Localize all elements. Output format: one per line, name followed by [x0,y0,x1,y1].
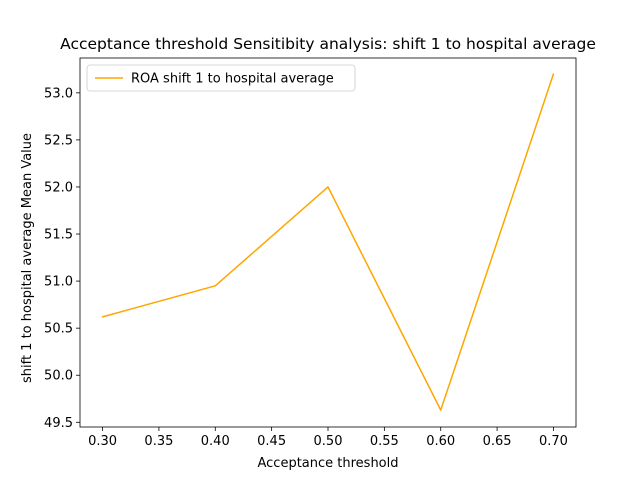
axes-frame [79,57,577,428]
legend-box [86,64,356,92]
y-tick-label: 53.0 [44,86,73,101]
y-tick-label: 52.5 [44,133,73,148]
data-point [439,409,442,411]
legend-label: ROA shift 1 to hospital average [131,72,334,87]
data-point [214,285,217,287]
y-tick-label: 51.5 [44,228,73,243]
y-tick-label: 51.0 [44,275,73,290]
x-tick-label: 0.30 [88,434,117,449]
data-point [327,186,329,188]
y-tick-label: 52.0 [44,180,73,195]
data-point [552,73,555,75]
y-tick-label: 50.5 [44,322,73,337]
chart-title: Acceptance threshold Sensitibity analysi… [60,35,596,53]
x-tick-label: 0.60 [426,434,455,449]
legend: ROA shift 1 to hospital average [86,64,356,92]
x-tick-label: 0.70 [539,434,568,449]
x-tick-label: 0.55 [370,434,399,449]
x-tick-label: 0.45 [257,434,286,449]
y-tick-label: 50.0 [44,369,73,384]
x-tick-label: 0.35 [144,434,173,449]
plot-area: 0.30 0.35 0.40 0.45 0.50 0.55 0.60 0.65 0.70 49.5… [44,57,577,449]
y-tick-label: 49.5 [44,416,73,431]
x-tick-label: 0.40 [201,434,230,449]
x-axis-label: Acceptance threshold [257,456,398,471]
x-tick-label: 0.65 [483,434,512,449]
y-axis-label: shift 1 to hospital average Mean Value [20,133,35,383]
x-tick-label: 0.50 [314,434,343,449]
data-point [101,316,104,318]
